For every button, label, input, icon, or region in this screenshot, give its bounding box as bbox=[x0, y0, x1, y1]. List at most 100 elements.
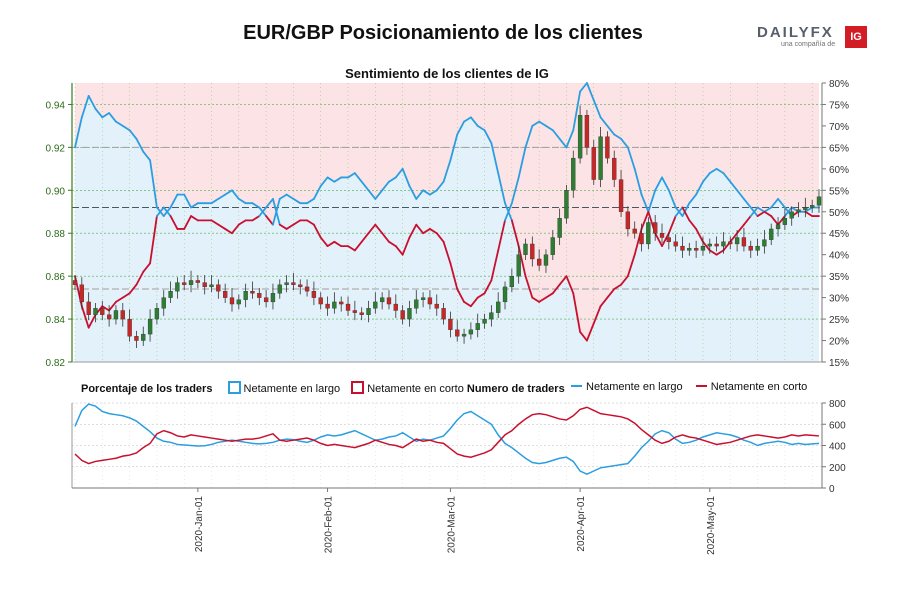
price-tick-label: 0.84 bbox=[46, 315, 66, 326]
candle-body bbox=[311, 291, 317, 298]
short-pct-segment bbox=[688, 219, 698, 230]
short-pct-segment bbox=[149, 215, 158, 265]
candle-body bbox=[530, 243, 535, 260]
pct-tick-label: 20% bbox=[829, 337, 849, 348]
long-pct-segment bbox=[756, 210, 766, 217]
candle-body bbox=[134, 336, 139, 341]
dailyfx-logo: DAILYFX una compañía de IG bbox=[757, 24, 869, 50]
long-pct-segment bbox=[565, 275, 575, 295]
date-tick-label: 2020-Jan-01 bbox=[194, 496, 205, 553]
short-pct-segment bbox=[545, 125, 554, 132]
long-pct-segment bbox=[135, 137, 145, 153]
short-pct-segment bbox=[258, 206, 268, 217]
long-pct-segment bbox=[285, 193, 295, 200]
short-pct-segment bbox=[620, 137, 629, 149]
candle-body bbox=[496, 301, 501, 313]
candle-body bbox=[154, 308, 160, 320]
short-pct-segment bbox=[626, 146, 636, 170]
candle-body bbox=[482, 318, 487, 324]
legend-num-long-line bbox=[571, 385, 582, 387]
short-pct-segment bbox=[715, 249, 725, 256]
pct-tick-label: 65% bbox=[829, 143, 849, 154]
page-title: EUR/GBP Posicionamiento de los clientes bbox=[243, 22, 643, 44]
candle-body bbox=[755, 245, 760, 251]
candle-body bbox=[339, 301, 344, 305]
long-pct-segment bbox=[524, 275, 534, 299]
short-pct-segment bbox=[599, 116, 609, 127]
long-pct-segment bbox=[115, 120, 124, 127]
short-pct-segment bbox=[292, 219, 302, 226]
short-pct-segment bbox=[381, 232, 390, 243]
short-pct-segment bbox=[115, 296, 124, 303]
candle-body bbox=[693, 248, 699, 251]
short-pct-segment bbox=[524, 125, 534, 149]
long-pct-segment bbox=[620, 275, 629, 286]
long-pct-segment bbox=[715, 167, 725, 175]
candle-body bbox=[536, 258, 542, 266]
logo-subtitle: una compañía de bbox=[781, 41, 836, 48]
candle-body bbox=[277, 284, 282, 294]
candle-body bbox=[407, 308, 412, 320]
short-pct-segment bbox=[449, 262, 459, 290]
short-pct-segment bbox=[272, 197, 281, 226]
candle-body bbox=[182, 282, 187, 285]
long-pct-segment bbox=[333, 176, 343, 183]
long-pct-segment bbox=[517, 245, 527, 278]
long-pct-segment bbox=[490, 142, 500, 175]
short-pct-segment bbox=[483, 279, 493, 295]
candle-body bbox=[318, 297, 323, 305]
short-pct-segment bbox=[442, 240, 452, 265]
candle-body bbox=[373, 301, 378, 309]
long-pct-segment bbox=[237, 197, 247, 205]
candle-body bbox=[687, 248, 692, 251]
short-pct-segment bbox=[681, 206, 691, 222]
long-pct-segment bbox=[435, 180, 445, 192]
candle-body bbox=[543, 254, 549, 266]
short-pct-segment bbox=[285, 223, 295, 230]
short-pct-segment bbox=[592, 99, 602, 119]
short-pct-segment bbox=[251, 215, 261, 222]
count-tick-label: 0 bbox=[829, 484, 835, 495]
candle-body bbox=[257, 293, 262, 298]
candle-body bbox=[782, 218, 788, 225]
date-tick-label: 2020-May-01 bbox=[706, 496, 717, 555]
short-pct-segment bbox=[394, 245, 404, 256]
long-pct-segment bbox=[777, 197, 786, 209]
pct-tick-label: 45% bbox=[829, 229, 849, 240]
long-pct-segment bbox=[606, 288, 616, 299]
count-tick-label: 800 bbox=[829, 399, 846, 410]
candle-body bbox=[113, 310, 119, 320]
candle-body bbox=[304, 286, 310, 292]
candle-body bbox=[803, 207, 808, 210]
long-pct-segment bbox=[483, 129, 493, 144]
pct-tick-label: 25% bbox=[829, 315, 849, 326]
long-pct-segment bbox=[708, 167, 718, 175]
count-long-line bbox=[74, 403, 820, 476]
count-short-line bbox=[74, 406, 820, 465]
candle-body bbox=[400, 310, 405, 320]
short-pct-segment bbox=[702, 240, 711, 252]
long-pct-segment bbox=[661, 176, 670, 192]
candle-body bbox=[550, 237, 555, 255]
long-pct-segment bbox=[312, 185, 322, 200]
candle-body bbox=[147, 318, 153, 335]
long-pct-segment bbox=[121, 125, 131, 132]
legend-num-short-line bbox=[695, 385, 707, 387]
short-pct-segment bbox=[87, 313, 97, 329]
candle-body bbox=[728, 241, 733, 245]
long-pct-segment bbox=[265, 215, 274, 226]
long-pct-segment bbox=[449, 133, 459, 162]
candle-body bbox=[557, 218, 562, 238]
candle-body bbox=[700, 245, 706, 251]
long-pct-segment bbox=[353, 172, 363, 183]
price-tick-label: 0.92 bbox=[46, 143, 66, 154]
long-pct-segment bbox=[804, 206, 814, 213]
candle-body bbox=[448, 318, 453, 330]
candle-body bbox=[796, 209, 801, 212]
candle-body bbox=[243, 291, 248, 300]
long-pct-segment bbox=[401, 167, 411, 187]
short-pct-segment bbox=[674, 206, 684, 217]
short-pct-segment bbox=[804, 210, 814, 217]
long-pct-segment bbox=[736, 189, 745, 200]
short-pct-segment bbox=[169, 215, 179, 230]
